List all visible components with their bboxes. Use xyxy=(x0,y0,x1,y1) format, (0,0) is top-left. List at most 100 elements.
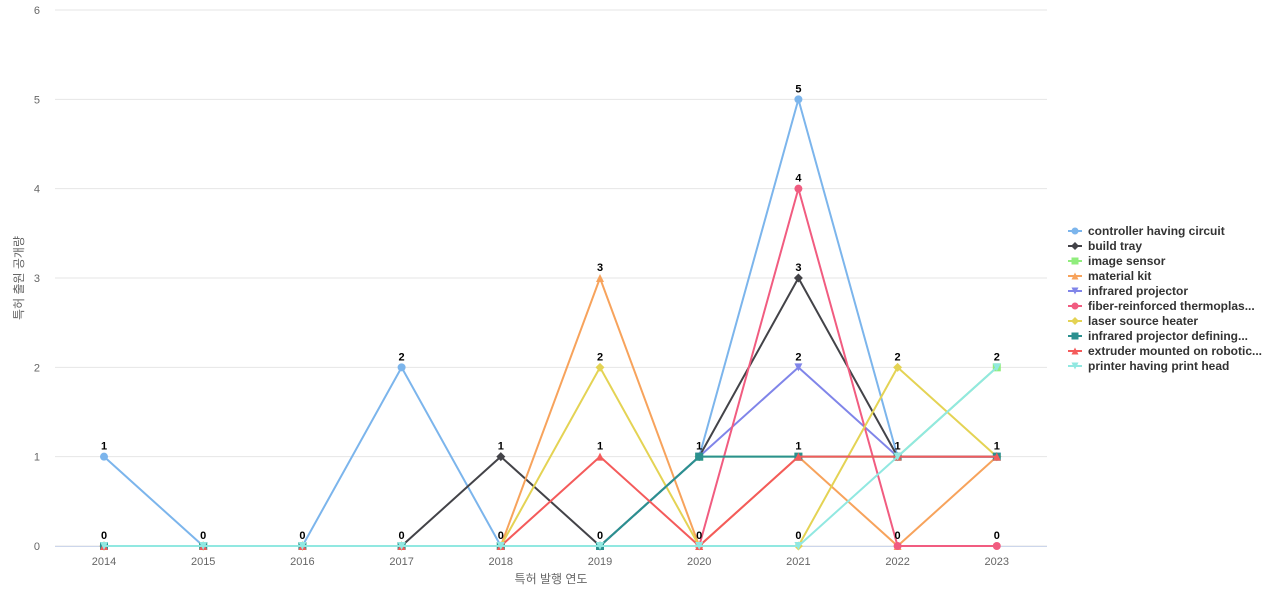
data-point xyxy=(992,363,1001,372)
x-tick-label: 2023 xyxy=(985,556,1009,568)
data-label: 1 xyxy=(795,441,801,453)
legend-item[interactable]: infrared projector xyxy=(1068,284,1188,298)
series-line xyxy=(104,277,998,547)
x-axis: 2014 2015 2016 2017 2018 2019 2020 2021 2022 2023 xyxy=(55,546,1047,568)
y-tick-label: 1 xyxy=(34,452,40,464)
data-point xyxy=(793,273,803,283)
data-point xyxy=(596,542,604,550)
data-label: 2 xyxy=(399,351,405,363)
legend-label: printer having print head xyxy=(1088,359,1229,373)
grid-lines xyxy=(55,9,1047,547)
data-point xyxy=(496,452,506,462)
x-tick-label: 2015 xyxy=(191,556,215,568)
data-labels: 1 0 0 2 0 0 1 0 3 2 1 0 1 0 5 4 3 2 1 0 2 1 0 2 1 0 xyxy=(101,83,1000,542)
data-point xyxy=(794,95,803,104)
legend-label: material kit xyxy=(1088,269,1151,283)
legend-label: fiber-reinforced thermoplas... xyxy=(1088,299,1255,313)
legend-item[interactable]: infrared projector defining... xyxy=(1068,329,1248,343)
data-point xyxy=(596,452,604,461)
data-point xyxy=(794,452,803,461)
data-point xyxy=(992,542,1001,550)
data-point xyxy=(794,184,803,193)
series-line xyxy=(104,366,998,547)
y-axis: 0 1 2 3 4 5 6 xyxy=(34,5,40,553)
x-tick-label: 2017 xyxy=(389,556,413,568)
legend-item[interactable]: build tray xyxy=(1068,239,1142,253)
data-label: 1 xyxy=(101,441,107,453)
legend-marker xyxy=(1071,362,1079,370)
x-tick-label: 2018 xyxy=(489,556,513,568)
x-tick-label: 2020 xyxy=(687,556,711,568)
data-label: 3 xyxy=(795,262,801,274)
x-tick-label: 2016 xyxy=(290,556,314,568)
data-point xyxy=(100,452,108,461)
x-tick-label: 2021 xyxy=(786,556,810,568)
legend-marker xyxy=(1071,227,1079,235)
data-label: 4 xyxy=(795,173,802,185)
x-tick-label: 2019 xyxy=(588,556,612,568)
data-label: 1 xyxy=(895,441,901,453)
data-point xyxy=(893,542,902,550)
data-point xyxy=(397,363,406,372)
legend-label: controller having circuit xyxy=(1088,224,1225,238)
legend-item[interactable]: laser source heater xyxy=(1068,314,1198,328)
legend-label: image sensor xyxy=(1088,254,1166,268)
legend-item[interactable]: printer having print head xyxy=(1068,359,1229,373)
data-label: 2 xyxy=(597,351,603,363)
data-point xyxy=(794,363,803,372)
data-point xyxy=(595,362,605,372)
legend-marker xyxy=(1071,242,1079,250)
y-axis-title: 특허 출원 공개량 xyxy=(12,236,26,320)
y-tick-label: 2 xyxy=(34,362,40,374)
data-label: 1 xyxy=(498,441,504,453)
legend-label: infrared projector xyxy=(1088,284,1188,298)
legend-label: laser source heater xyxy=(1088,314,1198,328)
series-line xyxy=(103,98,997,547)
data-label: 0 xyxy=(399,530,405,542)
data-label: 0 xyxy=(895,530,901,542)
data-label: 1 xyxy=(696,441,702,453)
data-label: 0 xyxy=(299,530,305,542)
data-point xyxy=(992,452,1001,461)
y-tick-label: 3 xyxy=(34,273,40,285)
data-label: 3 xyxy=(597,262,603,274)
series-lines xyxy=(99,95,1002,551)
series-line xyxy=(104,455,997,547)
legend-marker xyxy=(1071,287,1079,295)
y-tick-label: 0 xyxy=(34,541,40,553)
data-point xyxy=(199,542,208,550)
legend-item[interactable]: fiber-reinforced thermoplas... xyxy=(1068,299,1255,313)
series-9 xyxy=(100,452,1001,550)
legend-marker xyxy=(1071,347,1079,355)
data-point xyxy=(596,274,604,282)
legend-label: infrared projector defining... xyxy=(1088,329,1248,343)
data-label: 2 xyxy=(795,351,801,363)
data-point xyxy=(298,542,307,550)
series-4 xyxy=(100,274,1001,550)
data-label: 0 xyxy=(101,530,107,542)
data-point xyxy=(100,542,108,550)
legend-item[interactable]: material kit xyxy=(1068,269,1151,283)
legend-marker xyxy=(1071,332,1079,340)
x-axis-title: 특허 발행 연도 xyxy=(515,571,588,586)
data-label: 5 xyxy=(795,83,801,95)
data-point xyxy=(397,542,406,550)
data-label: 0 xyxy=(200,530,206,542)
legend-item[interactable]: extruder mounted on robotic... xyxy=(1068,344,1262,358)
series-10 xyxy=(100,363,1001,550)
data-point xyxy=(893,362,903,372)
y-tick-label: 6 xyxy=(34,5,40,17)
legend-item[interactable]: controller having circuit xyxy=(1068,224,1225,238)
data-point xyxy=(695,452,704,461)
legend-marker xyxy=(1071,272,1079,280)
data-label: 0 xyxy=(994,530,1000,542)
data-label: 1 xyxy=(994,441,1000,453)
x-tick-label: 2022 xyxy=(885,556,909,568)
data-point xyxy=(794,542,803,550)
data-label: 2 xyxy=(895,351,901,363)
data-point xyxy=(496,542,505,550)
legend-item[interactable]: image sensor xyxy=(1068,254,1166,268)
y-tick-label: 5 xyxy=(34,94,40,106)
